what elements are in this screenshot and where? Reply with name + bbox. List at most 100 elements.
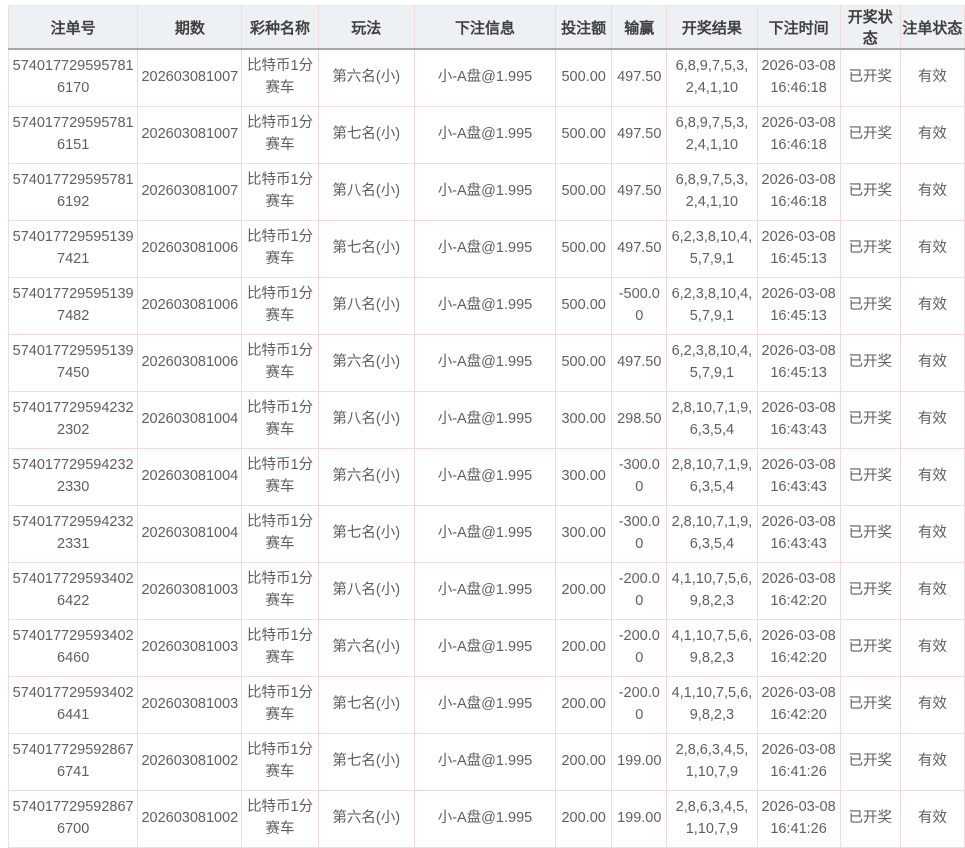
cell-bet-time: 2026-03-08 16:45:13 <box>757 334 841 392</box>
cell-bet-time: 2026-03-08 16:43:43 <box>757 391 841 449</box>
cell-amount: 200.00 <box>555 790 613 848</box>
cell-draw-status: 已开奖 <box>840 733 901 791</box>
cell-result: 4,1,10,7,5,6,9,8,2,3 <box>666 676 758 734</box>
cell-bet-time: 2026-03-08 16:42:20 <box>757 676 841 734</box>
cell-lottery: 比特币1分赛车 <box>241 733 319 791</box>
cell-play: 第六名(小) <box>318 49 415 107</box>
cell-win-loss: 497.50 <box>611 106 668 164</box>
cell-amount: 500.00 <box>555 220 613 278</box>
table-row: 5740177295942322331 202603081004 比特币1分赛车 第七… <box>8 505 965 563</box>
cell-bet-info: 小-A盘@1.995 <box>414 334 557 392</box>
cell-order-status: 有效 <box>900 619 965 677</box>
cell-amount: 300.00 <box>555 391 613 449</box>
cell-order-no: 5740177295951397482 <box>8 277 139 335</box>
cell-play: 第六名(小) <box>318 790 415 848</box>
cell-bet-info: 小-A盘@1.995 <box>414 505 557 563</box>
cell-lottery: 比特币1分赛车 <box>241 391 319 449</box>
bet-records-table: 注单号 期数 彩种名称 玩法 下注信息 投注额 输赢 开奖结果 下注时间 开奖状态 注单状态 574… <box>8 5 965 848</box>
cell-order-no: 5740177295951397450 <box>8 334 139 392</box>
cell-win-loss: -200.00 <box>611 619 668 677</box>
cell-result: 6,8,9,7,5,3,2,4,1,10 <box>666 106 758 164</box>
cell-draw-status: 已开奖 <box>840 448 901 506</box>
cell-amount: 500.00 <box>555 334 613 392</box>
cell-order-status: 有效 <box>900 676 965 734</box>
cell-result: 2,8,6,3,4,5,1,10,7,9 <box>666 733 758 791</box>
cell-bet-info: 小-A盘@1.995 <box>414 106 557 164</box>
cell-amount: 500.00 <box>555 49 613 107</box>
cell-bet-time: 2026-03-08 16:46:18 <box>757 106 841 164</box>
cell-play: 第六名(小) <box>318 619 415 677</box>
column-header-bet-info: 下注信息 <box>414 5 557 50</box>
cell-lottery: 比特币1分赛车 <box>241 49 319 107</box>
cell-draw-status: 已开奖 <box>840 163 901 221</box>
column-header-order-status: 注单状态 <box>900 5 965 50</box>
cell-play: 第七名(小) <box>318 505 415 563</box>
cell-bet-info: 小-A盘@1.995 <box>414 562 557 620</box>
cell-order-no: 5740177295934026441 <box>8 676 139 734</box>
cell-bet-info: 小-A盘@1.995 <box>414 676 557 734</box>
cell-amount: 500.00 <box>555 106 613 164</box>
cell-draw-status: 已开奖 <box>840 619 901 677</box>
cell-lottery: 比特币1分赛车 <box>241 220 319 278</box>
cell-lottery: 比特币1分赛车 <box>241 163 319 221</box>
cell-order-status: 有效 <box>900 733 965 791</box>
cell-draw-status: 已开奖 <box>840 790 901 848</box>
cell-lottery: 比特币1分赛车 <box>241 334 319 392</box>
cell-lottery: 比特币1分赛车 <box>241 562 319 620</box>
cell-period: 202603081007 <box>137 163 243 221</box>
cell-order-status: 有效 <box>900 334 965 392</box>
cell-result: 2,8,10,7,1,9,6,3,5,4 <box>666 391 758 449</box>
table-row: 5740177295942322330 202603081004 比特币1分赛车 第六… <box>8 448 965 506</box>
table-row: 5740177295957816192 202603081007 比特币1分赛车 第八… <box>8 163 965 221</box>
column-header-win-loss: 输赢 <box>611 5 668 50</box>
cell-period: 202603081004 <box>137 505 243 563</box>
cell-play: 第七名(小) <box>318 220 415 278</box>
table-row: 5740177295957816151 202603081007 比特币1分赛车 第七… <box>8 106 965 164</box>
cell-draw-status: 已开奖 <box>840 277 901 335</box>
column-header-order-no: 注单号 <box>8 5 139 50</box>
cell-draw-status: 已开奖 <box>840 220 901 278</box>
cell-order-no: 5740177295957816170 <box>8 49 139 107</box>
cell-order-no: 5740177295934026460 <box>8 619 139 677</box>
column-header-play: 玩法 <box>318 5 415 50</box>
cell-lottery: 比特币1分赛车 <box>241 505 319 563</box>
cell-bet-time: 2026-03-08 16:45:13 <box>757 277 841 335</box>
cell-order-no: 5740177295928676700 <box>8 790 139 848</box>
cell-win-loss: 497.50 <box>611 49 668 107</box>
cell-win-loss: 497.50 <box>611 163 668 221</box>
table-row: 5740177295951397482 202603081006 比特币1分赛车 第八… <box>8 277 965 335</box>
cell-bet-time: 2026-03-08 16:41:26 <box>757 790 841 848</box>
cell-play: 第八名(小) <box>318 562 415 620</box>
cell-bet-time: 2026-03-08 16:46:18 <box>757 49 841 107</box>
cell-order-no: 5740177295942322331 <box>8 505 139 563</box>
cell-lottery: 比特币1分赛车 <box>241 277 319 335</box>
cell-bet-info: 小-A盘@1.995 <box>414 49 557 107</box>
bet-records-panel: 注单号 期数 彩种名称 玩法 下注信息 投注额 输赢 开奖结果 下注时间 开奖状态 注单状态 574… <box>8 5 965 848</box>
cell-period: 202603081006 <box>137 220 243 278</box>
cell-period: 202603081003 <box>137 562 243 620</box>
cell-order-status: 有效 <box>900 562 965 620</box>
column-header-result: 开奖结果 <box>666 5 758 50</box>
cell-period: 202603081006 <box>137 334 243 392</box>
cell-play: 第八名(小) <box>318 163 415 221</box>
cell-win-loss: 199.00 <box>611 790 668 848</box>
cell-bet-time: 2026-03-08 16:42:20 <box>757 619 841 677</box>
cell-bet-info: 小-A盘@1.995 <box>414 220 557 278</box>
table-row: 5740177295934026441 202603081003 比特币1分赛车 第七… <box>8 676 965 734</box>
cell-result: 6,8,9,7,5,3,2,4,1,10 <box>666 163 758 221</box>
cell-result: 6,2,3,8,10,4,5,7,9,1 <box>666 277 758 335</box>
cell-win-loss: 199.00 <box>611 733 668 791</box>
cell-order-status: 有效 <box>900 106 965 164</box>
table-row: 5740177295934026460 202603081003 比特币1分赛车 第六… <box>8 619 965 677</box>
cell-lottery: 比特币1分赛车 <box>241 790 319 848</box>
table-row: 5740177295928676741 202603081002 比特币1分赛车 第七… <box>8 733 965 791</box>
cell-bet-time: 2026-03-08 16:46:18 <box>757 163 841 221</box>
cell-order-no: 5740177295942322302 <box>8 391 139 449</box>
cell-amount: 200.00 <box>555 619 613 677</box>
table-header-row: 注单号 期数 彩种名称 玩法 下注信息 投注额 输赢 开奖结果 下注时间 开奖状态 注单状态 <box>8 5 965 50</box>
cell-period: 202603081003 <box>137 676 243 734</box>
cell-draw-status: 已开奖 <box>840 49 901 107</box>
cell-result: 2,8,6,3,4,5,1,10,7,9 <box>666 790 758 848</box>
cell-bet-time: 2026-03-08 16:43:43 <box>757 448 841 506</box>
cell-play: 第六名(小) <box>318 334 415 392</box>
